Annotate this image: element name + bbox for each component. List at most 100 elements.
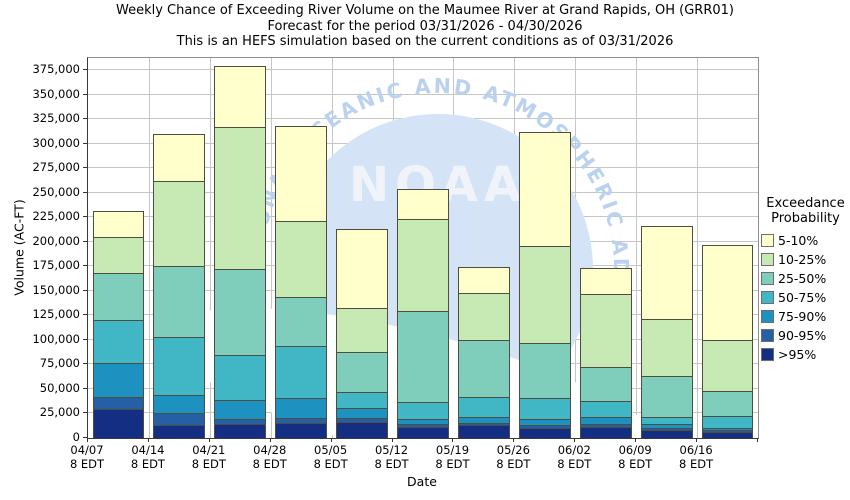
bar-segment-04-14-50-75% (153, 337, 206, 396)
bar-segment-04-28-50-75% (275, 345, 328, 399)
y-tick-mark (83, 69, 87, 71)
x-tick-mark (696, 438, 698, 442)
bar-segment-05-19-90-95% (457, 422, 510, 426)
bar-segment-05-19-5-10% (457, 267, 510, 293)
bar-segment-04-21-5-10% (214, 66, 267, 128)
y-tick-label: 250,000 (32, 184, 80, 199)
y-tick-mark (83, 167, 87, 169)
bar-segment-04-07-50-75% (92, 320, 145, 363)
y-tick-mark (83, 93, 87, 95)
x-tick-mark (269, 438, 271, 442)
y-tick-mark (83, 118, 87, 120)
y-tick-label: 150,000 (32, 282, 80, 297)
bar-segment-05-12-25-50% (397, 310, 449, 402)
x-tick-mark (513, 438, 515, 442)
bar-segment-04-21-90-95% (214, 418, 267, 424)
y-tick-mark (83, 363, 87, 365)
gridline-vertical (209, 58, 211, 438)
y-tick-label: 50,000 (39, 380, 80, 395)
bar-segment-05-12-5-10% (397, 188, 449, 220)
y-tick-label: 200,000 (32, 233, 80, 248)
x-tick-time: 8 EDT (130, 457, 165, 471)
x-tick-time: 8 EDT (557, 457, 592, 471)
bar-segment-05-26-75-90% (518, 419, 571, 426)
gridline-vertical (636, 58, 638, 438)
bar-segment-05-05-75-90% (336, 407, 389, 418)
chart-title: Weekly Chance of Exceeding River Volume … (116, 3, 734, 18)
x-tick-mark (147, 438, 149, 442)
x-tick-time: 8 EDT (618, 457, 653, 471)
y-tick-label: 375,000 (32, 62, 80, 77)
legend-label: 10-25% (778, 252, 827, 267)
bar-segment-04-07-75-90% (92, 362, 145, 397)
y-tick-label: 300,000 (32, 135, 80, 150)
x-tick-label-06-16: 06/16 8 EDT (664, 443, 728, 471)
x-tick-time: 8 EDT (496, 457, 531, 471)
bar-segment-05-05-25-50% (336, 351, 389, 393)
x-tick-time: 8 EDT (69, 457, 105, 471)
y-tick-mark (83, 191, 87, 193)
x-tick-mark (574, 438, 576, 442)
x-tick-label-04-28: 04/28 8 EDT (238, 443, 302, 471)
bar-segment-05-26->95% (518, 427, 571, 438)
x-tick-date: 06/16 (679, 443, 713, 457)
legend-item-75-90%: 75-90% (761, 307, 850, 326)
y-tick-label: 325,000 (32, 111, 80, 126)
bar-segment-06-09-10-25% (640, 319, 693, 377)
legend-swatch (761, 310, 774, 323)
x-tick-label-06-02: 06/02 8 EDT (542, 443, 606, 471)
y-tick-label: 175,000 (32, 258, 80, 273)
bar-segment-05-26-50-75% (518, 398, 571, 420)
legend-item-25-50%: 25-50% (761, 269, 850, 288)
x-tick-mark (757, 438, 758, 442)
x-tick-date: 06/02 (557, 443, 591, 457)
bar-segment-06-02-5-10% (579, 268, 632, 295)
bar-segment-06-02-25-50% (579, 367, 632, 402)
bar-segment-04-14-75-90% (153, 395, 206, 414)
bar-segment-04-21->95% (214, 423, 267, 438)
x-tick-date: 05/26 (496, 443, 530, 457)
gridline-vertical (148, 58, 150, 438)
legend-item-50-75%: 50-75% (761, 288, 850, 307)
y-tick-label: 225,000 (32, 209, 80, 224)
y-tick-mark (83, 216, 87, 218)
y-tick-mark (83, 289, 87, 291)
bar-segment-04-28-5-10% (275, 126, 328, 222)
bar-segment-04-21-75-90% (214, 400, 267, 419)
x-tick-date: 06/09 (618, 443, 652, 457)
gridline-horizontal (88, 69, 758, 71)
bar-segment-04-28-10-25% (275, 221, 328, 297)
bar-segment-04-07->95% (92, 409, 145, 438)
x-tick-time: 8 EDT (435, 457, 470, 471)
legend-swatch (761, 329, 774, 342)
legend-swatch (761, 234, 774, 247)
bar-segment-06-02-75-90% (579, 416, 632, 425)
bar-segment-04-28->95% (275, 422, 328, 438)
x-tick-date: 04/28 (253, 443, 287, 457)
x-tick-date: 05/05 (314, 443, 348, 457)
gridline-horizontal (88, 93, 758, 95)
bar-segment-05-12-10-25% (397, 219, 449, 311)
bar-segment-06-16-10-25% (701, 339, 754, 391)
x-tick-time: 8 EDT (313, 457, 348, 471)
x-tick-label-05-05: 05/05 8 EDT (299, 443, 363, 471)
x-tick-mark (87, 438, 88, 442)
y-tick-label: 350,000 (32, 86, 80, 101)
x-tick-mark (391, 438, 393, 442)
bar-segment-04-07-5-10% (92, 210, 145, 237)
chart-subtitle-period: Forecast for the period 03/31/2026 - 04/… (267, 18, 583, 34)
legend-item->95%: >95% (761, 345, 850, 364)
bar-segment-05-12-75-90% (397, 419, 449, 425)
bar-segment-04-21-10-25% (214, 127, 267, 270)
legend-swatch (761, 348, 774, 361)
bar-segment-06-09-5-10% (640, 226, 693, 320)
bar-segment-05-19-50-75% (457, 397, 510, 417)
bar-segment-05-19-10-25% (457, 292, 510, 340)
bar-segment-05-26-25-50% (518, 342, 571, 399)
x-tick-date: 04/21 (192, 443, 226, 457)
bar-segment-04-28-90-95% (275, 418, 328, 423)
bar-segment-06-16-90-95% (701, 430, 754, 433)
x-tick-mark (208, 438, 210, 442)
bar-segment-05-05-90-95% (336, 417, 389, 422)
